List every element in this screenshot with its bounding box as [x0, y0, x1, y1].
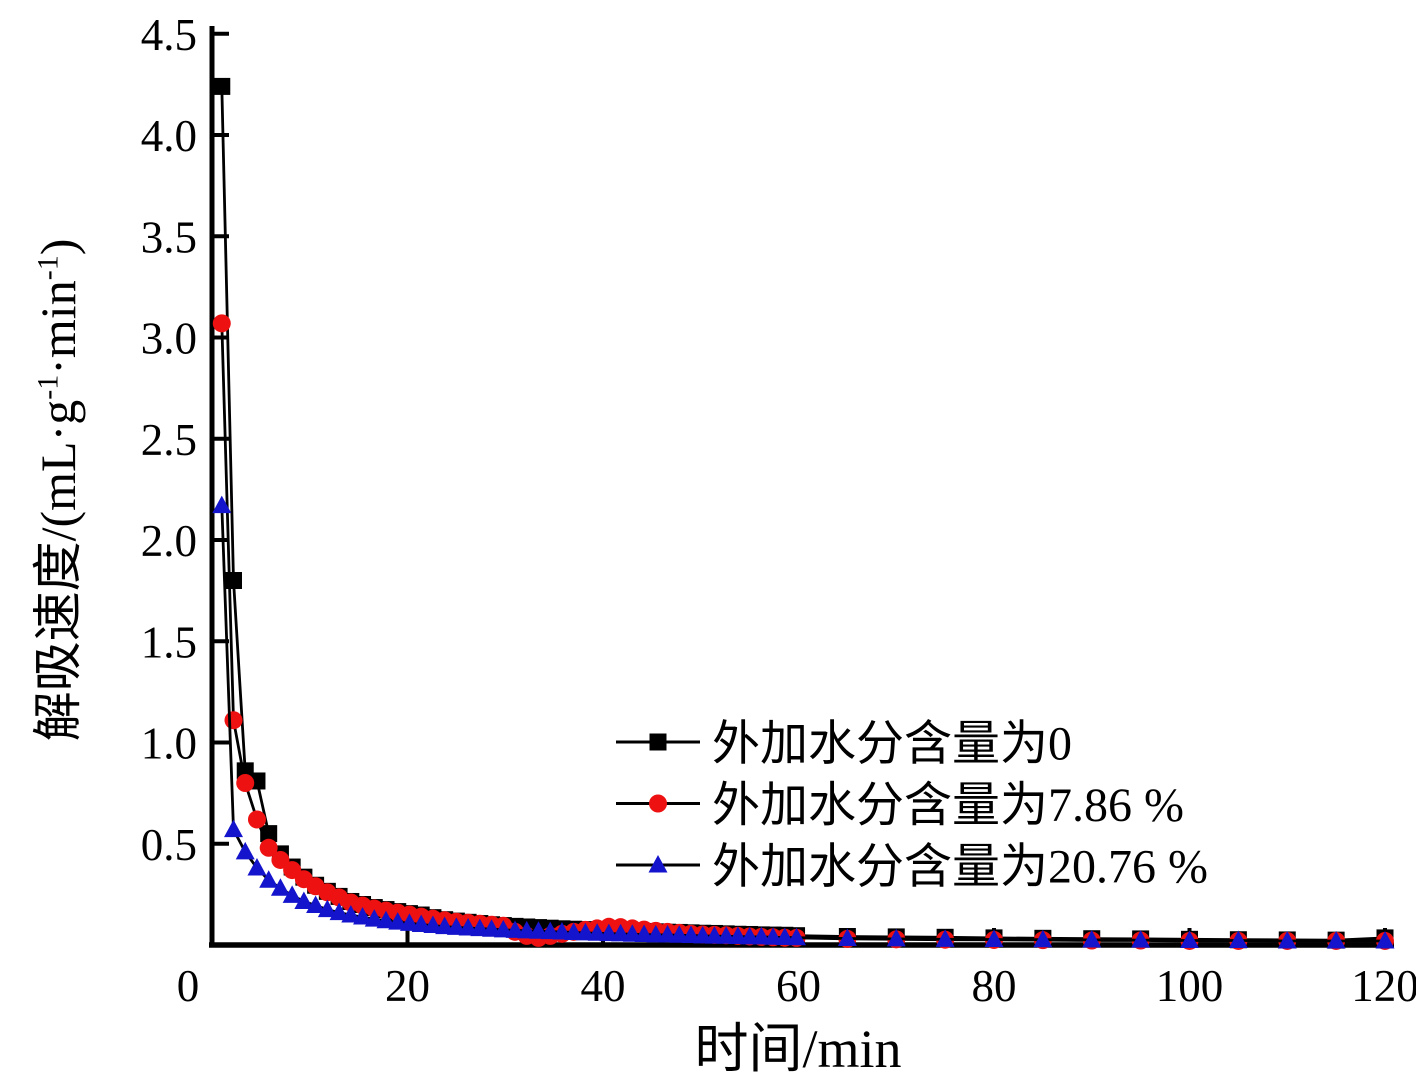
circle-marker: [236, 774, 255, 792]
y-tick-label: 4.0: [141, 111, 197, 161]
triangle-marker: [1131, 930, 1151, 948]
x-tick-label: 120: [1351, 961, 1416, 1011]
y-axis-title-sup1: -1: [31, 374, 65, 400]
y-axis-ticks: 0.5 1.0 1.5 2.0 2.5 3.0 3.5 4.0 4.5: [141, 10, 229, 870]
triangle-marker: [493, 919, 513, 938]
circle-marker: [212, 314, 231, 333]
triangle-marker: [787, 927, 807, 946]
triangle-marker: [341, 905, 361, 923]
triangle-marker: [235, 841, 255, 860]
x-tick-label: 80: [972, 961, 1017, 1011]
triangle-marker: [728, 926, 748, 944]
legend-label-0: 外加水分含量为0: [712, 718, 1072, 771]
triangle-marker: [886, 928, 906, 947]
triangle-marker: [681, 925, 701, 943]
y-tick-label: 3.5: [141, 212, 197, 262]
legend-item-0: 外加水分含量为0: [616, 718, 1072, 771]
circle-marker: [649, 794, 667, 813]
triangle-marker: [528, 921, 548, 939]
y-tick-label: 2.5: [141, 415, 197, 465]
triangle-marker: [658, 924, 678, 943]
triangle-marker: [317, 899, 337, 918]
triangle-marker: [294, 891, 314, 909]
triangle-marker: [388, 912, 408, 930]
x-tick-label: 0: [177, 961, 200, 1011]
triangle-marker: [423, 915, 443, 934]
triangle-marker: [935, 929, 955, 947]
x-tick-label: 20: [385, 961, 430, 1011]
triangle-marker: [411, 914, 431, 933]
triangle-marker: [1326, 930, 1346, 949]
square-marker: [213, 77, 231, 95]
circle-marker: [259, 838, 278, 857]
x-tick-label: 40: [581, 961, 626, 1011]
legend-item-2: 外加水分含量为20.76 %: [616, 841, 1208, 894]
triangle-marker: [1228, 930, 1248, 949]
triangle-marker: [611, 923, 631, 942]
x-tick-label: 100: [1156, 961, 1224, 1011]
y-tick-label: 0.5: [141, 820, 197, 870]
triangle-marker: [259, 870, 279, 888]
triangle-marker: [306, 895, 326, 914]
triangle-marker: [435, 916, 455, 935]
triangle-marker: [1033, 929, 1053, 948]
triangle-marker: [270, 878, 290, 896]
y-tick-label: 1.0: [141, 719, 197, 769]
y-tick-label: 2.0: [141, 516, 197, 566]
triangle-marker: [470, 918, 490, 937]
triangle-marker: [575, 922, 595, 941]
y-axis-title-text2: ·min: [30, 280, 86, 375]
legend-label-2: 外加水分含量为20.76 %: [712, 841, 1208, 894]
square-marker: [225, 572, 243, 589]
triangle-marker: [376, 910, 396, 929]
y-axis-title-text: 解吸速度/(mL·g: [30, 399, 86, 742]
circle-marker: [247, 810, 266, 829]
x-axis-title: 时间/min: [694, 1019, 902, 1079]
series-2-markers: [212, 495, 1395, 949]
x-tick-label: 60: [776, 961, 821, 1011]
circle-marker: [224, 711, 243, 730]
triangle-marker: [505, 920, 525, 938]
triangle-marker: [837, 928, 857, 947]
triangle-marker: [552, 922, 572, 940]
triangle-marker: [540, 921, 560, 940]
triangle-marker: [282, 885, 302, 903]
triangle-marker: [458, 917, 478, 936]
triangle-marker: [247, 858, 267, 876]
y-tick-label: 3.0: [141, 314, 197, 364]
triangle-marker: [212, 495, 232, 514]
y-axis-title-text3: ): [30, 238, 86, 256]
triangle-marker: [1277, 930, 1297, 949]
circle-marker: [271, 850, 290, 869]
triangle-marker: [751, 926, 771, 945]
triangle-marker: [1082, 929, 1102, 948]
triangle-marker: [329, 902, 349, 921]
y-axis-title: 解吸速度/(mL·g-1·min-1): [18, 40, 86, 940]
triangle-marker: [634, 924, 654, 942]
x-axis-ticks: 0 20 40 60 80 100 120: [177, 928, 1416, 1011]
legend-item-1: 外加水分含量为7.86 %: [616, 779, 1184, 832]
triangle-marker: [399, 913, 419, 931]
y-tick-label: 1.5: [141, 617, 197, 667]
triangle-marker: [564, 922, 584, 940]
y-axis-title-sup2: -1: [31, 255, 65, 281]
triangle-marker: [648, 855, 668, 873]
square-marker: [649, 733, 667, 751]
triangle-marker: [517, 920, 537, 939]
y-tick-label: 4.5: [141, 10, 197, 60]
triangle-marker: [353, 907, 373, 925]
triangle-marker: [364, 909, 384, 927]
triangle-marker: [1180, 930, 1199, 949]
triangle-marker: [446, 917, 466, 935]
triangle-marker: [984, 929, 1004, 948]
triangle-marker: [587, 923, 607, 941]
triangle-marker: [482, 919, 502, 937]
triangle-marker: [224, 819, 244, 838]
triangle-marker: [1375, 930, 1395, 949]
legend: 外加水分含量为0 外加水分含量为7.86 % 外加水分含量为20.76 %: [616, 718, 1208, 894]
legend-label-1: 外加水分含量为7.86 %: [712, 779, 1184, 832]
